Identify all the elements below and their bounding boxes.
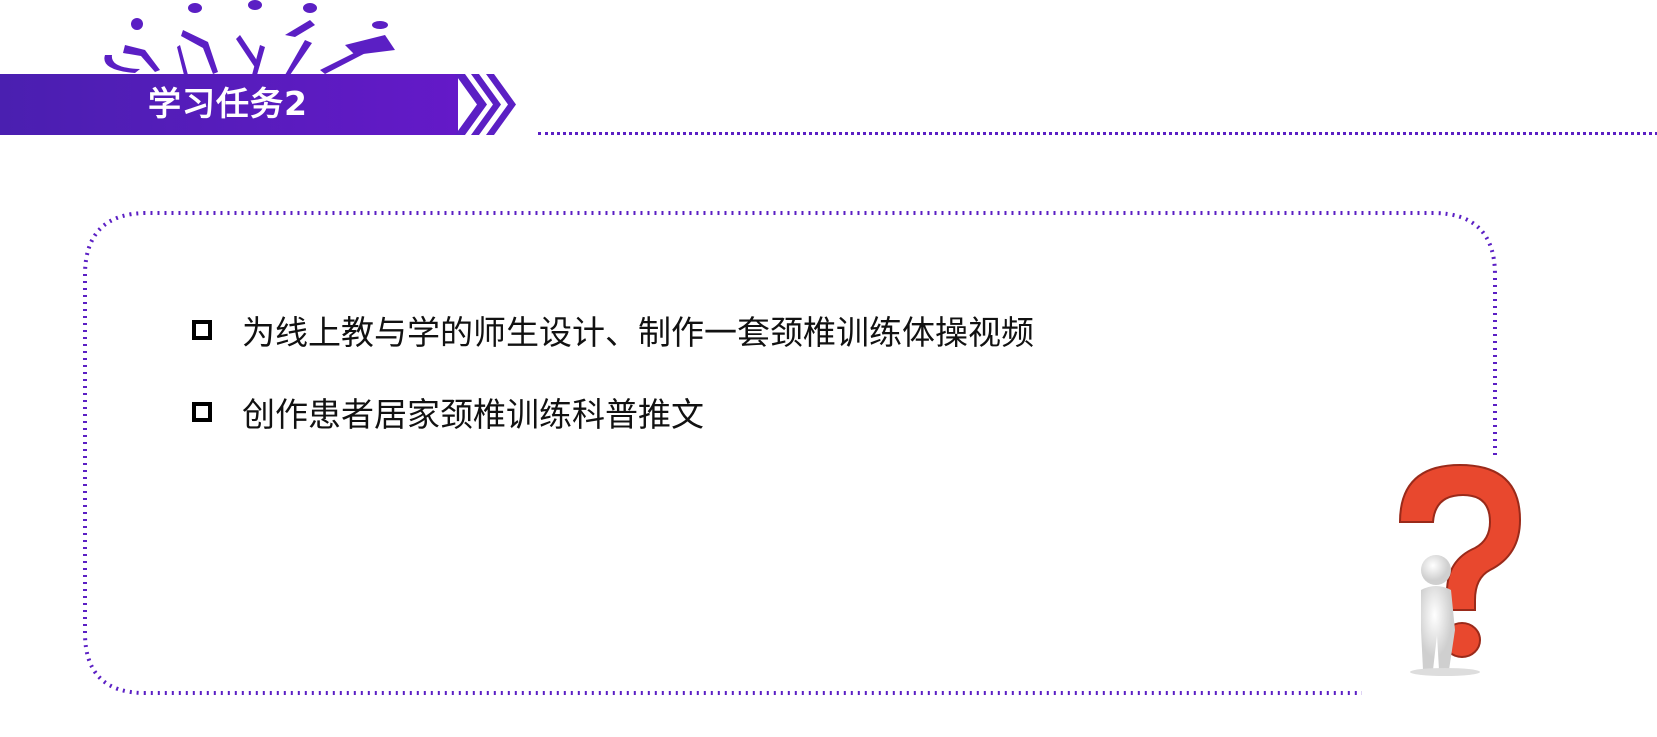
task-text: 创作患者居家颈椎训练科普推文 [242, 395, 704, 434]
page-title: 学习任务2 [148, 84, 308, 123]
task-item: 创作患者居家颈椎训练科普推文 [192, 388, 704, 436]
title-banner [0, 74, 458, 135]
sports-figures-logo-icon [104, 0, 395, 75]
header-divider [538, 132, 1657, 135]
square-bullet-icon [192, 320, 212, 340]
chevron-right-icon [455, 74, 516, 135]
task-item: 为线上教与学的师生设计、制作一套颈椎训练体操视频 [192, 306, 1034, 354]
square-bullet-icon [192, 402, 212, 422]
thinking-person-question-mark-icon [1398, 463, 1522, 676]
task-text: 为线上教与学的师生设计、制作一套颈椎训练体操视频 [242, 313, 1034, 352]
